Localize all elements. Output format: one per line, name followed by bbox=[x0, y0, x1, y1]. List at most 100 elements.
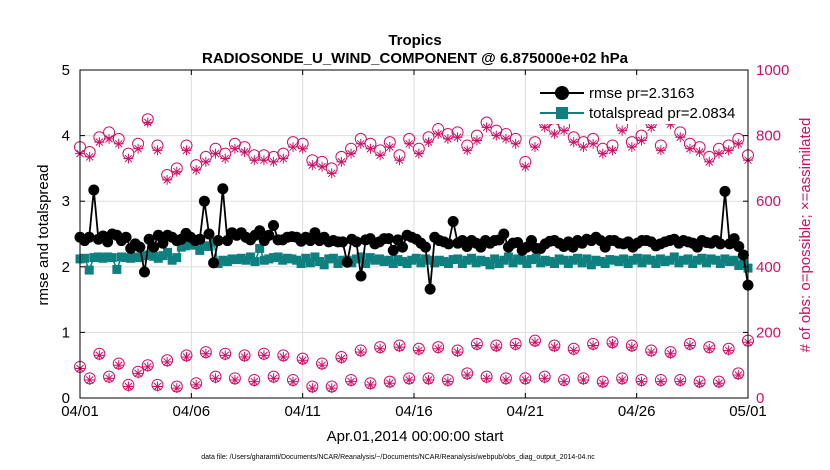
legend-box bbox=[535, 80, 740, 124]
rmse-marker bbox=[420, 241, 432, 253]
totalspread-marker bbox=[430, 258, 440, 268]
obs-assimilated-marker bbox=[229, 374, 240, 385]
obs-assimilated-marker bbox=[355, 347, 366, 358]
obs-assimilated-marker bbox=[162, 356, 173, 367]
obs-assimilated-marker bbox=[452, 132, 463, 143]
obs-assimilated-marker bbox=[607, 338, 618, 349]
rmse-marker bbox=[88, 184, 100, 196]
totalspread-marker bbox=[287, 254, 297, 264]
totalspread-marker bbox=[711, 255, 721, 265]
totalspread-marker bbox=[167, 255, 177, 265]
totalspread-marker bbox=[623, 259, 633, 269]
obs-assimilated-marker bbox=[723, 145, 734, 156]
totalspread-marker bbox=[688, 259, 698, 269]
totalspread-marker bbox=[356, 252, 366, 262]
totalspread-marker bbox=[632, 253, 642, 263]
totalspread-marker bbox=[103, 252, 113, 262]
rmse-marker bbox=[350, 236, 362, 248]
totalspread-marker bbox=[513, 254, 523, 264]
y-tick-label-left: 0 bbox=[62, 390, 70, 407]
totalspread-marker bbox=[729, 255, 739, 265]
obs-assimilated-marker bbox=[142, 361, 153, 372]
chart-title: Tropics bbox=[388, 32, 441, 49]
obs-assimilated-marker bbox=[152, 145, 163, 156]
totalspread-marker bbox=[476, 255, 486, 265]
rmse-marker bbox=[498, 228, 510, 240]
rmse-marker bbox=[267, 219, 279, 231]
obs-assimilated-marker bbox=[655, 376, 666, 387]
totalspread-marker bbox=[121, 253, 131, 263]
obs-assimilated-marker bbox=[375, 343, 386, 354]
obs-assimilated-marker bbox=[384, 142, 395, 153]
totalspread-marker bbox=[268, 253, 278, 263]
totalspread-marker bbox=[379, 257, 389, 267]
legend-rmse-label: rmse pr=2.3163 bbox=[589, 85, 694, 102]
totalspread-marker bbox=[674, 258, 684, 268]
obs-assimilated-marker bbox=[258, 155, 269, 166]
rmse-marker bbox=[341, 256, 353, 268]
totalspread-marker bbox=[384, 255, 394, 265]
totalspread-marker bbox=[407, 255, 417, 265]
totalspread-marker bbox=[485, 260, 495, 270]
totalspread-marker bbox=[107, 253, 117, 263]
obs-assimilated-marker bbox=[520, 374, 531, 385]
data-file-footnote: data file: /Users/gharamti/Documents/NCA… bbox=[201, 454, 595, 461]
y-axis-label-left: rmse and totalspread bbox=[35, 165, 52, 306]
totalspread-marker bbox=[490, 254, 500, 264]
rmse-marker bbox=[138, 266, 150, 278]
totalspread-marker bbox=[619, 254, 629, 264]
totalspread-marker bbox=[577, 258, 587, 268]
obs-assimilated-marker bbox=[210, 148, 221, 159]
obs-assimilated-marker bbox=[94, 350, 105, 361]
obs-assimilated-marker bbox=[665, 348, 676, 359]
totalspread-marker bbox=[296, 259, 306, 269]
obs-assimilated-marker bbox=[733, 138, 744, 149]
obs-assimilated-marker bbox=[307, 383, 318, 394]
totalspread-marker bbox=[425, 255, 435, 265]
totalspread-marker bbox=[462, 255, 472, 265]
y-tick-label-right: 400 bbox=[756, 259, 781, 276]
totalspread-marker bbox=[448, 255, 458, 265]
obs-assimilated-marker bbox=[346, 148, 357, 159]
obs-assimilated-marker bbox=[104, 133, 115, 144]
obs-assimilated-marker bbox=[549, 342, 560, 353]
x-tick-label: 05/01 bbox=[729, 403, 767, 420]
obs-assimilated-marker bbox=[539, 373, 550, 384]
totalspread-marker bbox=[301, 253, 311, 263]
totalspread-marker bbox=[453, 254, 463, 264]
totalspread-marker bbox=[397, 257, 407, 267]
totalspread-marker bbox=[324, 254, 334, 264]
totalspread-marker bbox=[550, 259, 560, 269]
totalspread-marker bbox=[186, 239, 196, 249]
obs-assimilated-marker bbox=[694, 147, 705, 157]
totalspread-marker bbox=[135, 253, 145, 263]
obs-assimilated-marker bbox=[394, 155, 405, 166]
obs-assimilated-marker bbox=[597, 148, 608, 159]
obs-assimilated-marker bbox=[568, 137, 579, 148]
totalspread-marker bbox=[563, 259, 573, 269]
obs-assimilated-marker bbox=[191, 165, 202, 176]
totalspread-marker bbox=[725, 257, 735, 267]
obs-assimilated-marker bbox=[655, 145, 666, 156]
obs-assimilated-marker bbox=[287, 376, 298, 387]
obs-assimilated-marker bbox=[433, 128, 444, 139]
totalspread-marker bbox=[130, 252, 140, 262]
obs-assimilated-marker bbox=[394, 342, 405, 353]
totalspread-marker bbox=[315, 257, 325, 267]
y-tick-label-left: 5 bbox=[62, 62, 70, 79]
totalspread-marker bbox=[503, 252, 513, 262]
obs-assimilated-marker bbox=[336, 156, 347, 167]
obs-assimilated-marker bbox=[94, 137, 105, 148]
totalspread-marker bbox=[679, 255, 689, 265]
obs-assimilated-marker bbox=[133, 143, 144, 154]
totalspread-marker bbox=[319, 260, 329, 270]
obs-assimilated-marker bbox=[413, 148, 424, 159]
obs-assimilated-marker bbox=[297, 355, 308, 366]
totalspread-marker bbox=[646, 255, 656, 265]
totalspread-marker bbox=[734, 260, 744, 270]
obs-assimilated-marker bbox=[336, 353, 347, 364]
y-tick-label-right: 0 bbox=[756, 390, 764, 407]
obs-assimilated-marker bbox=[607, 145, 618, 156]
totalspread-marker bbox=[715, 259, 725, 269]
obs-assimilated-marker bbox=[220, 153, 231, 164]
